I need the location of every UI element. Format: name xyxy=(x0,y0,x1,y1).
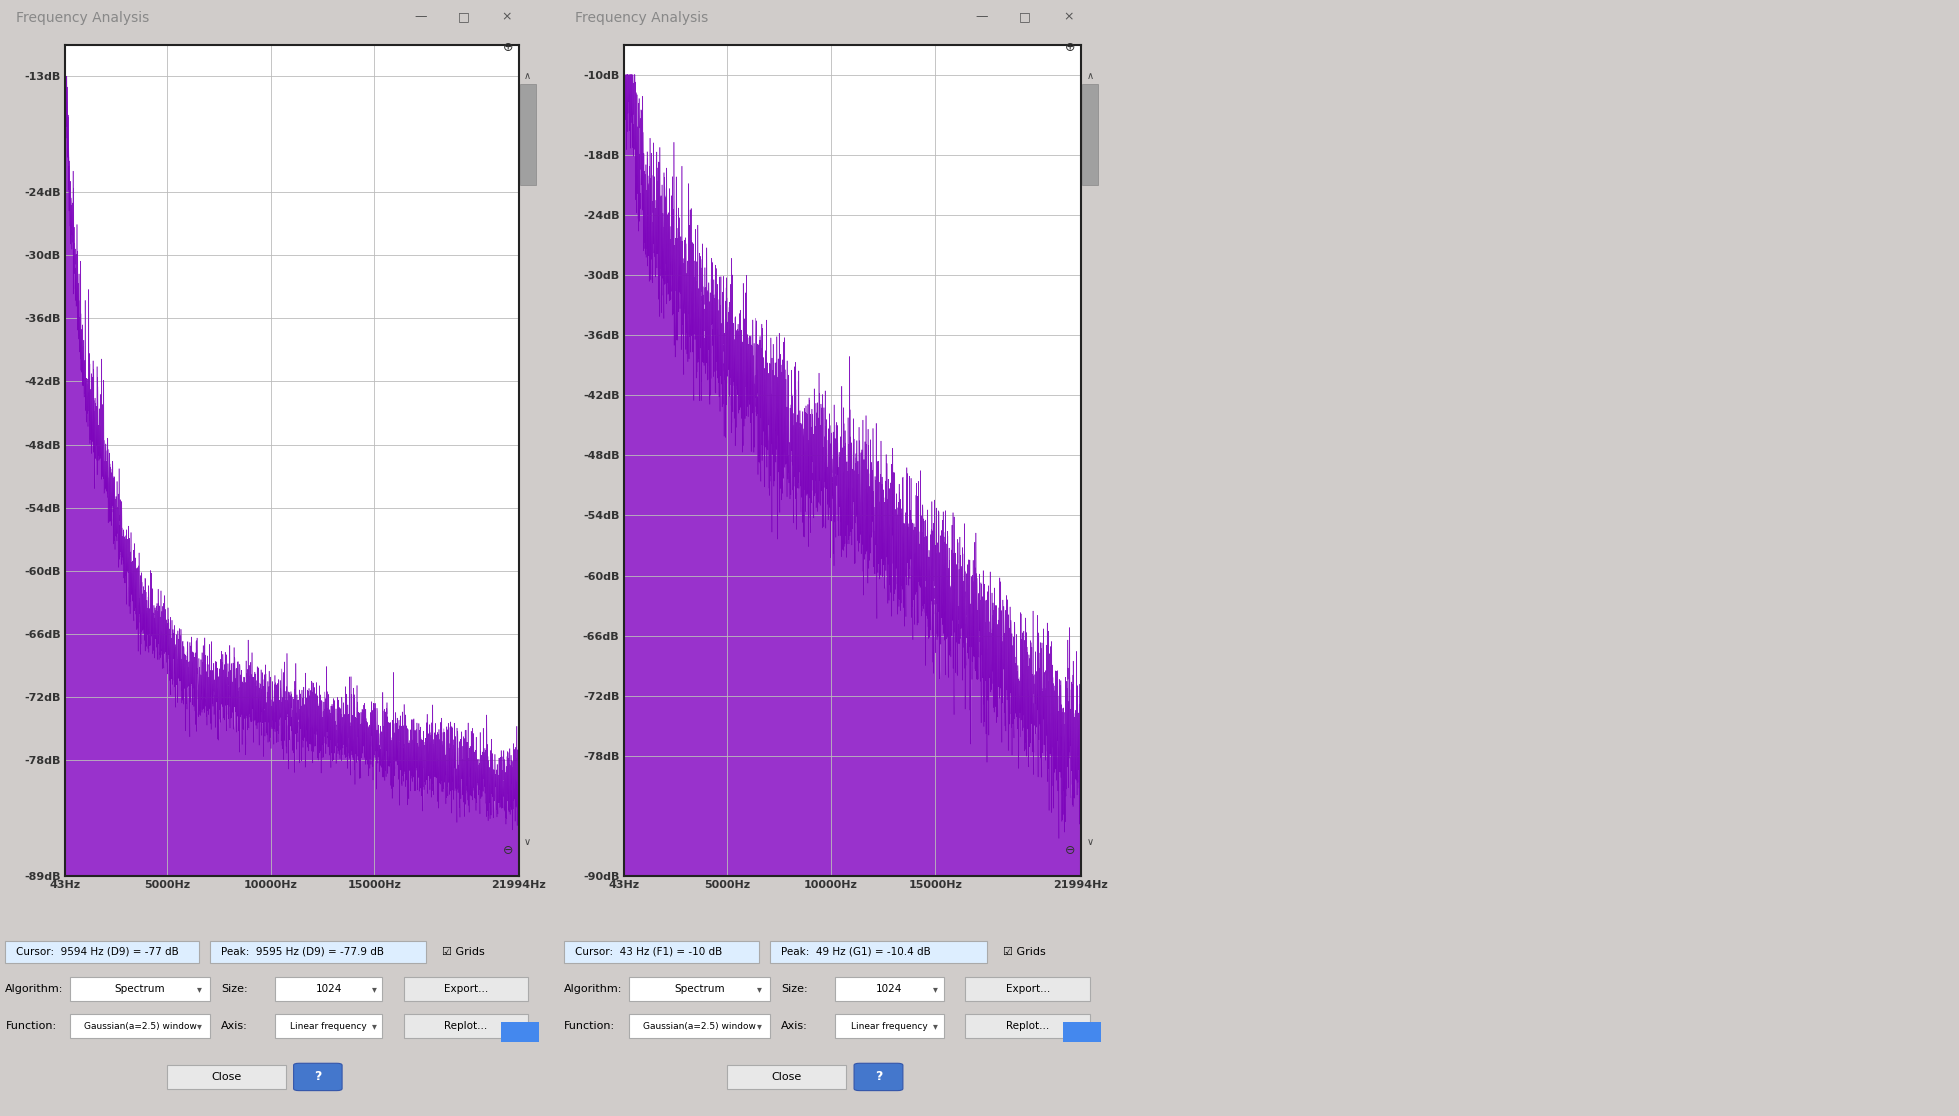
Text: ▾: ▾ xyxy=(756,1021,762,1031)
Text: Linear frequency: Linear frequency xyxy=(850,1021,929,1031)
Text: ▾: ▾ xyxy=(932,984,938,994)
Text: Replot...: Replot... xyxy=(445,1021,488,1031)
FancyBboxPatch shape xyxy=(564,941,758,963)
Text: Close: Close xyxy=(772,1072,801,1081)
FancyBboxPatch shape xyxy=(727,1065,846,1089)
Text: ☑ Grids: ☑ Grids xyxy=(1003,947,1046,956)
Text: ⊕: ⊕ xyxy=(503,41,513,54)
Text: ▶: ▶ xyxy=(1077,1027,1085,1037)
Text: 1024: 1024 xyxy=(876,984,903,994)
Text: Linear frequency: Linear frequency xyxy=(290,1021,366,1031)
Text: □: □ xyxy=(458,10,468,23)
FancyBboxPatch shape xyxy=(770,941,987,963)
FancyBboxPatch shape xyxy=(71,1014,210,1038)
Bar xyxy=(1081,84,1099,185)
FancyBboxPatch shape xyxy=(854,1064,903,1090)
Text: —: — xyxy=(413,10,427,23)
Text: Export...: Export... xyxy=(1005,984,1050,994)
Text: ▾: ▾ xyxy=(756,984,762,994)
Text: ⊖: ⊖ xyxy=(1064,845,1075,857)
Text: Axis:: Axis: xyxy=(782,1021,807,1031)
Text: Close: Close xyxy=(212,1072,241,1081)
Text: Algorithm:: Algorithm: xyxy=(564,984,623,994)
Text: Algorithm:: Algorithm: xyxy=(6,984,65,994)
FancyBboxPatch shape xyxy=(167,1065,286,1089)
Text: Peak:  9595 Hz (D9) = -77.9 dB: Peak: 9595 Hz (D9) = -77.9 dB xyxy=(221,947,384,956)
Text: ∧: ∧ xyxy=(525,70,531,80)
Text: □: □ xyxy=(1019,10,1030,23)
FancyBboxPatch shape xyxy=(404,978,529,1001)
Text: ×: × xyxy=(502,10,511,23)
Text: 1024: 1024 xyxy=(315,984,341,994)
Text: Replot...: Replot... xyxy=(1007,1021,1050,1031)
Text: ∨: ∨ xyxy=(1087,837,1093,847)
Text: ⊕: ⊕ xyxy=(1064,41,1075,54)
FancyBboxPatch shape xyxy=(210,941,425,963)
Text: Gaussian(a=2.5) window: Gaussian(a=2.5) window xyxy=(84,1021,196,1031)
Bar xyxy=(502,1022,539,1042)
FancyBboxPatch shape xyxy=(274,1014,382,1038)
Text: ⊖: ⊖ xyxy=(503,845,513,857)
Text: ☑ Grids: ☑ Grids xyxy=(443,947,484,956)
FancyBboxPatch shape xyxy=(835,1014,944,1038)
Text: Function:: Function: xyxy=(6,1021,57,1031)
Text: Size:: Size: xyxy=(221,984,247,994)
Text: Size:: Size: xyxy=(782,984,807,994)
FancyBboxPatch shape xyxy=(966,1014,1089,1038)
FancyBboxPatch shape xyxy=(629,978,770,1001)
Bar xyxy=(519,84,537,185)
FancyBboxPatch shape xyxy=(274,978,382,1001)
Text: ?: ? xyxy=(313,1070,321,1084)
Text: Export...: Export... xyxy=(445,984,488,994)
Text: ▾: ▾ xyxy=(932,1021,938,1031)
Text: ▾: ▾ xyxy=(198,984,202,994)
Text: ∧: ∧ xyxy=(1087,70,1093,80)
Text: Frequency Analysis: Frequency Analysis xyxy=(574,11,707,26)
Text: ▾: ▾ xyxy=(198,1021,202,1031)
Text: ▾: ▾ xyxy=(372,1021,376,1031)
Text: ?: ? xyxy=(876,1070,882,1084)
Text: Frequency Analysis: Frequency Analysis xyxy=(16,11,149,26)
FancyBboxPatch shape xyxy=(294,1064,343,1090)
Text: ▾: ▾ xyxy=(372,984,376,994)
Text: Cursor:  43 Hz (F1) = -10 dB: Cursor: 43 Hz (F1) = -10 dB xyxy=(574,947,721,956)
Text: Peak:  49 Hz (G1) = -10.4 dB: Peak: 49 Hz (G1) = -10.4 dB xyxy=(782,947,931,956)
FancyBboxPatch shape xyxy=(404,1014,529,1038)
FancyBboxPatch shape xyxy=(71,978,210,1001)
FancyBboxPatch shape xyxy=(966,978,1089,1001)
FancyBboxPatch shape xyxy=(629,1014,770,1038)
Text: Axis:: Axis: xyxy=(221,1021,247,1031)
FancyBboxPatch shape xyxy=(835,978,944,1001)
Text: Spectrum: Spectrum xyxy=(116,984,165,994)
Text: Spectrum: Spectrum xyxy=(674,984,725,994)
Text: ∨: ∨ xyxy=(525,837,531,847)
Text: ▶: ▶ xyxy=(515,1027,525,1037)
FancyBboxPatch shape xyxy=(6,941,200,963)
Text: Gaussian(a=2.5) window: Gaussian(a=2.5) window xyxy=(643,1021,756,1031)
Text: Cursor:  9594 Hz (D9) = -77 dB: Cursor: 9594 Hz (D9) = -77 dB xyxy=(16,947,178,956)
Text: Function:: Function: xyxy=(564,1021,615,1031)
Text: ×: × xyxy=(1064,10,1074,23)
Bar xyxy=(1064,1022,1101,1042)
Text: —: — xyxy=(976,10,987,23)
